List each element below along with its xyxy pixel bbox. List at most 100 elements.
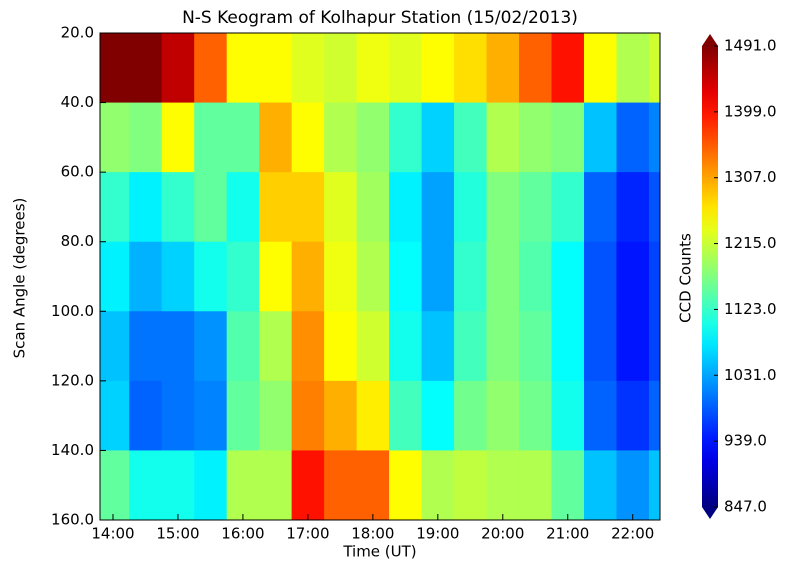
y-tick-label: 40.0 — [61, 93, 94, 111]
heat-cell — [161, 33, 195, 104]
heat-cell — [291, 311, 325, 382]
heat-cell — [486, 311, 520, 382]
heat-cell — [421, 450, 455, 520]
heat-cell — [100, 102, 130, 173]
heat-cell — [194, 380, 228, 451]
y-tick-label: 100.0 — [51, 302, 94, 320]
heat-cell — [454, 33, 488, 104]
heat-cell — [356, 172, 390, 243]
heat-cell — [291, 380, 325, 451]
heat-cell — [551, 450, 585, 520]
heat-cell — [583, 311, 617, 382]
heat-cell — [100, 380, 130, 451]
heat-cell — [259, 33, 293, 104]
heat-cell — [421, 102, 455, 173]
heat-cell — [454, 172, 488, 243]
y-tick-label: 80.0 — [61, 232, 94, 250]
chart-title: N-S Keogram of Kolhapur Station (15/02/2… — [182, 8, 578, 28]
heatmap — [100, 33, 660, 520]
heat-cell — [324, 311, 358, 382]
heat-cell — [389, 241, 423, 312]
colorbar-tick-label: 1491.0 — [724, 37, 777, 55]
heat-cell — [389, 380, 423, 451]
colorbar-tick-label: 1215.0 — [724, 234, 777, 252]
x-tick-label: 14:00 — [91, 525, 134, 543]
y-tick-label: 140.0 — [51, 441, 94, 459]
heat-cell — [551, 380, 585, 451]
heat-cell — [259, 311, 293, 382]
heat-cell — [100, 450, 130, 520]
heat-cell — [486, 102, 520, 173]
heat-cell — [648, 102, 660, 173]
heat-cell — [291, 450, 325, 520]
heat-cell — [291, 172, 325, 243]
heat-cell — [616, 172, 650, 243]
heat-cell — [648, 33, 660, 104]
heat-cell — [226, 33, 260, 104]
heat-cell — [161, 450, 195, 520]
colorbar-label: CCD Counts — [677, 233, 695, 323]
heat-cell — [551, 172, 585, 243]
heat-cell — [389, 172, 423, 243]
heat-cell — [194, 241, 228, 312]
heat-cell — [324, 380, 358, 451]
heat-cell — [616, 450, 650, 520]
heat-cell — [421, 33, 455, 104]
colorbar-extend-top — [702, 34, 718, 46]
y-tick-label: 120.0 — [51, 371, 94, 389]
heat-cell — [129, 172, 163, 243]
heat-cell — [389, 33, 423, 104]
heat-cell — [648, 172, 660, 243]
heat-cell — [486, 450, 520, 520]
heat-cell — [583, 450, 617, 520]
heat-cell — [356, 102, 390, 173]
heat-cell — [454, 311, 488, 382]
heat-cell — [389, 102, 423, 173]
y-axis-label: Scan Angle (degrees) — [11, 198, 29, 359]
heat-cell — [100, 311, 130, 382]
heat-cell — [616, 102, 650, 173]
colorbar-tick-label: 939.0 — [724, 432, 767, 450]
heat-cell — [194, 311, 228, 382]
x-tick-label: 18:00 — [351, 525, 394, 543]
heat-cell — [194, 450, 228, 520]
heat-cell — [324, 241, 358, 312]
heat-cell — [648, 380, 660, 451]
heat-cell — [356, 450, 390, 520]
heat-cell — [616, 241, 650, 312]
heat-cell — [100, 33, 130, 104]
heat-cell — [551, 102, 585, 173]
heat-cell — [324, 450, 358, 520]
x-tick-label: 19:00 — [416, 525, 459, 543]
heat-cell — [519, 241, 553, 312]
heat-cell — [454, 380, 488, 451]
colorbar-tick-label: 1031.0 — [724, 366, 777, 384]
heat-cell — [129, 102, 163, 173]
heat-cell — [259, 380, 293, 451]
colorbar-tick-label: 1123.0 — [724, 300, 777, 318]
colorbar-extend-bottom — [702, 507, 718, 519]
heat-cell — [194, 33, 228, 104]
heat-cell — [129, 450, 163, 520]
x-tick-label: 15:00 — [156, 525, 199, 543]
heat-cell — [486, 33, 520, 104]
y-tick-label: 60.0 — [61, 163, 94, 181]
heat-cell — [551, 241, 585, 312]
heat-cell — [226, 172, 260, 243]
heat-cell — [519, 380, 553, 451]
heat-cell — [259, 450, 293, 520]
heat-cell — [616, 380, 650, 451]
heat-cell — [161, 311, 195, 382]
heat-cell — [519, 33, 553, 104]
x-axis-label: Time (UT) — [342, 543, 416, 561]
heat-cell — [616, 33, 650, 104]
heat-cell — [100, 172, 130, 243]
x-tick-label: 20:00 — [481, 525, 524, 543]
heat-cell — [421, 311, 455, 382]
x-tick-label: 22:00 — [611, 525, 654, 543]
heat-cell — [519, 102, 553, 173]
heat-cell — [226, 450, 260, 520]
heat-cell — [161, 102, 195, 173]
heat-cell — [194, 102, 228, 173]
